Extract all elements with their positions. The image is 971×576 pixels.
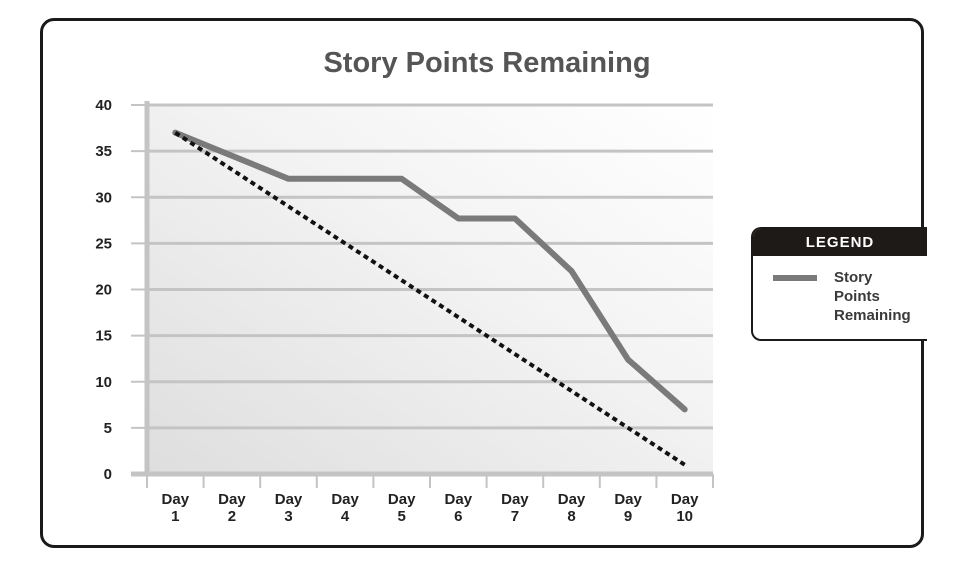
y-tick-label: 5 (104, 420, 112, 437)
legend-label: Story Points Remaining (834, 269, 911, 324)
x-tick-label: Day (501, 491, 529, 508)
x-tick-label: Day (275, 491, 303, 508)
y-tick-label: 0 (104, 466, 112, 483)
x-tick-label: Day (558, 491, 586, 508)
x-tick-label: Day (671, 491, 699, 508)
y-tick-label: 40 (95, 97, 112, 114)
x-tick-label: Day (388, 491, 416, 508)
series-lines (172, 129, 688, 467)
y-tick-label: 35 (95, 143, 112, 160)
legend: LEGEND Story Points Remaining (751, 227, 927, 341)
legend-title: LEGEND (753, 229, 927, 256)
y-tick-label: 20 (95, 282, 112, 299)
y-tick-labels: 0 5 10 15 20 25 30 35 40 (95, 97, 112, 483)
legend-swatch (773, 275, 817, 281)
axes (131, 101, 714, 488)
x-tick-label: 9 (624, 508, 632, 525)
x-tick-label: 8 (567, 508, 575, 525)
x-tick-label: Day (162, 491, 190, 508)
x-tick-label: 3 (284, 508, 292, 525)
grid-lines (147, 103, 713, 430)
x-tick-label: Day (218, 491, 246, 508)
x-tick-label: 10 (676, 508, 693, 525)
x-tick-label: 1 (171, 508, 179, 525)
x-tick-label: 2 (228, 508, 236, 525)
chart-title: Story Points Remaining (323, 47, 650, 79)
story-points-line (172, 129, 688, 413)
ideal-burndown-line (174, 130, 686, 467)
y-tick-label: 30 (95, 189, 112, 206)
x-tick-label: 6 (454, 508, 462, 525)
y-tick-label: 15 (95, 328, 112, 345)
x-tick-label: 5 (398, 508, 406, 525)
y-tick-label: 10 (95, 374, 112, 391)
y-tick-label: 25 (95, 235, 112, 252)
x-tick-label: Day (614, 491, 642, 508)
x-tick-labels: Day1Day2Day3Day4Day5Day6Day7Day8Day9Day1… (162, 491, 700, 525)
x-tick-label: Day (331, 491, 359, 508)
x-tick-label: 4 (341, 508, 350, 525)
x-tick-label: Day (445, 491, 473, 508)
x-tick-label: 7 (511, 508, 519, 525)
legend-item: Story Points Remaining (753, 256, 927, 325)
